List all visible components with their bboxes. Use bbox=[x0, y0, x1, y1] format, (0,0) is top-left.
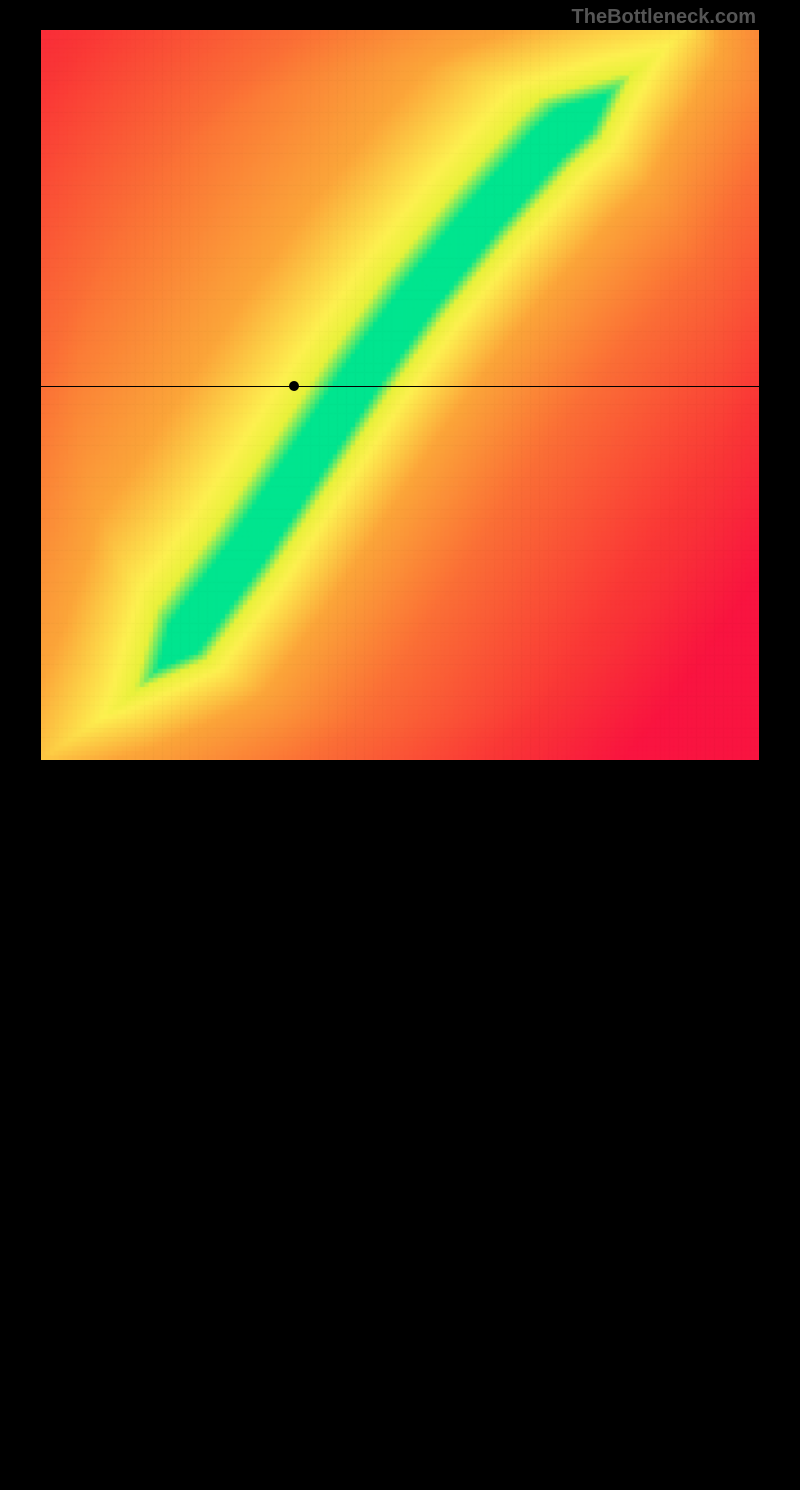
marker-dot bbox=[289, 381, 299, 391]
heatmap-canvas bbox=[41, 30, 759, 760]
chart-container: TheBottleneck.com bbox=[0, 0, 800, 800]
plot-area bbox=[41, 30, 759, 760]
crosshair-vertical bbox=[294, 760, 295, 1490]
crosshair-horizontal bbox=[41, 386, 759, 387]
watermark-text: TheBottleneck.com bbox=[572, 6, 756, 29]
